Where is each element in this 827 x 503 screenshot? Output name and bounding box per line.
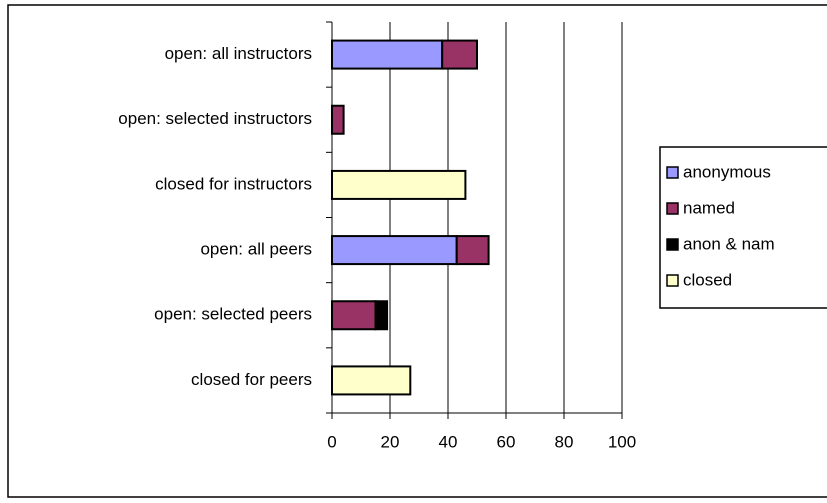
y-tick-label: closed for peers (191, 370, 312, 389)
y-tick-label: open: all peers (200, 240, 312, 259)
x-tick-label: 100 (608, 432, 636, 451)
bar-segment (331, 300, 377, 331)
x-tick-label: 60 (497, 432, 516, 451)
bar-segment (331, 104, 345, 135)
bar-segment (374, 300, 389, 331)
bar-segment (441, 39, 479, 70)
bar-segment (331, 365, 412, 396)
x-tick-label: 80 (555, 432, 574, 451)
legend-label: named (683, 198, 735, 217)
x-tick-label: 20 (381, 432, 400, 451)
legend-label: anonymous (683, 162, 771, 181)
bar-segment (331, 235, 458, 266)
bar-segment (331, 39, 444, 70)
bar-segment (331, 169, 467, 200)
legend-swatch (666, 166, 679, 179)
y-tick-label: closed for instructors (155, 174, 312, 193)
x-tick-label: 40 (439, 432, 458, 451)
y-tick-label: open: all instructors (165, 44, 312, 63)
legend-box (659, 146, 827, 309)
legend-label: anon & nam (683, 234, 775, 253)
legend-label: closed (683, 270, 732, 289)
bar-segment (455, 235, 490, 266)
x-tick-label: 0 (327, 432, 336, 451)
y-tick-label: open: selected instructors (118, 109, 312, 128)
legend-swatch (666, 202, 679, 215)
legend-swatch (666, 238, 679, 251)
legend-swatch (666, 274, 679, 287)
y-tick-label: open: selected peers (154, 305, 312, 324)
